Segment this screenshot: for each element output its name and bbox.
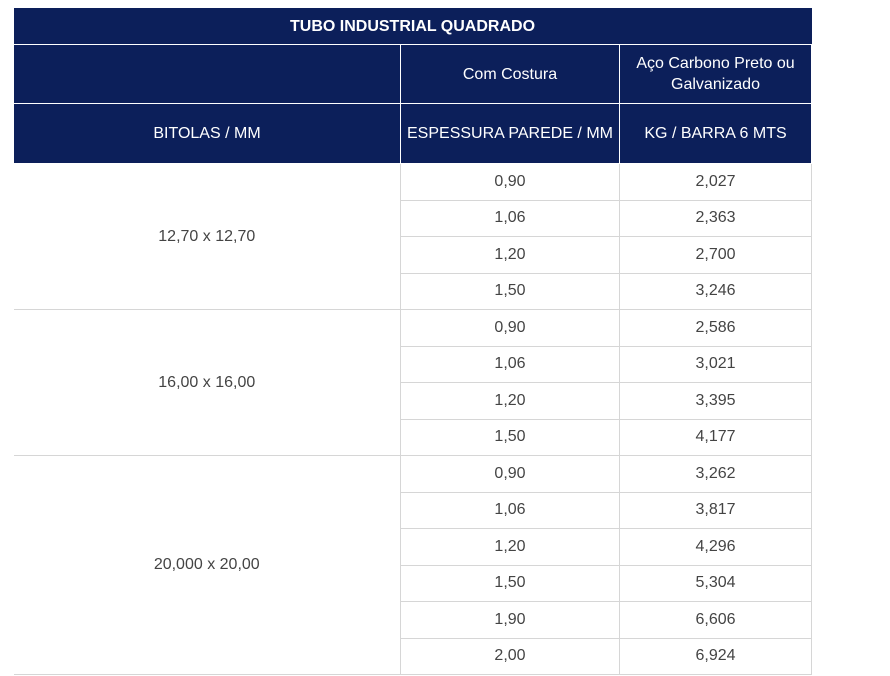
header-seam-type: Com Costura [400,44,620,104]
weight-cell: 2,700 [618,236,813,274]
gauge-cell: 20,000 x 20,00 [13,455,401,675]
table-title: TUBO INDUSTRIAL QUADRADO [13,8,812,45]
weight-cell: 3,021 [618,345,813,383]
table-row: 1,06 3,021 [14,345,813,383]
thickness-cell: 1,20 [400,528,620,566]
table-row: 1,50 4,177 [14,418,813,456]
weight-cell: 2,027 [618,163,813,201]
thickness-cell: 2,00 [400,637,620,675]
weight-cell: 3,246 [618,272,813,310]
table-row: 1,20 2,700 [14,236,813,274]
thickness-cell: 1,50 [400,272,620,310]
thickness-cell: 1,20 [400,382,620,420]
header-empty-cell [13,44,401,104]
table-row: 16,00 x 16,00 0,90 2,586 [13,309,813,456]
thickness-cell: 0,90 [400,309,620,347]
weight-cell: 5,304 [618,564,813,602]
thickness-cell: 1,06 [400,345,620,383]
thickness-cell: 1,06 [400,199,620,237]
thickness-cell: 0,90 [400,163,620,201]
table-row: 1,50 5,304 [14,564,813,602]
table-row: 1,50 3,246 [14,272,813,310]
weight-cell: 3,395 [618,382,813,420]
weight-cell: 6,606 [618,601,813,639]
table-row: 1,06 3,817 [14,491,813,529]
table-row: 12,70 x 12,70 0,90 2,027 [13,163,813,310]
weight-cell: 6,924 [618,637,813,675]
tube-spec-table: TUBO INDUSTRIAL QUADRADO Com Costura Aço… [13,8,813,675]
weight-cell: 3,262 [618,455,813,493]
weight-cell: 3,817 [618,491,813,529]
header-weight-per-bar: KG / BARRA 6 MTS [618,103,813,164]
weight-cell: 2,363 [618,199,813,237]
thickness-cell: 1,90 [400,601,620,639]
table-row: 1,06 2,363 [14,199,813,237]
thickness-cell: 1,50 [400,564,620,602]
gauge-cell: 12,70 x 12,70 [13,163,401,310]
thickness-cell: 1,50 [400,418,620,456]
weight-cell: 2,586 [618,309,813,347]
weight-cell: 4,296 [618,528,813,566]
table-row: 2,00 6,924 [14,637,813,675]
thickness-cell: 1,06 [400,491,620,529]
thickness-cell: 1,20 [400,236,620,274]
gauge-cell: 16,00 x 16,00 [13,309,401,456]
table-row: 1,20 4,296 [14,528,813,566]
table-body: 12,70 x 12,70 0,90 2,027 1,06 2,363 1,20 2,700… [13,163,813,675]
header-material: Aço Carbono Preto ou Galvanizado [618,44,813,104]
thickness-cell: 0,90 [400,455,620,493]
weight-cell: 4,177 [618,418,813,456]
header-wall-thickness: ESPESSURA PAREDE / MM [400,103,620,164]
table-row: 1,90 6,606 [14,601,813,639]
table-row: 20,000 x 20,00 0,90 3,262 [13,455,813,675]
table-row: 1,20 3,395 [14,382,813,420]
header-gauge: BITOLAS / MM [13,103,401,164]
